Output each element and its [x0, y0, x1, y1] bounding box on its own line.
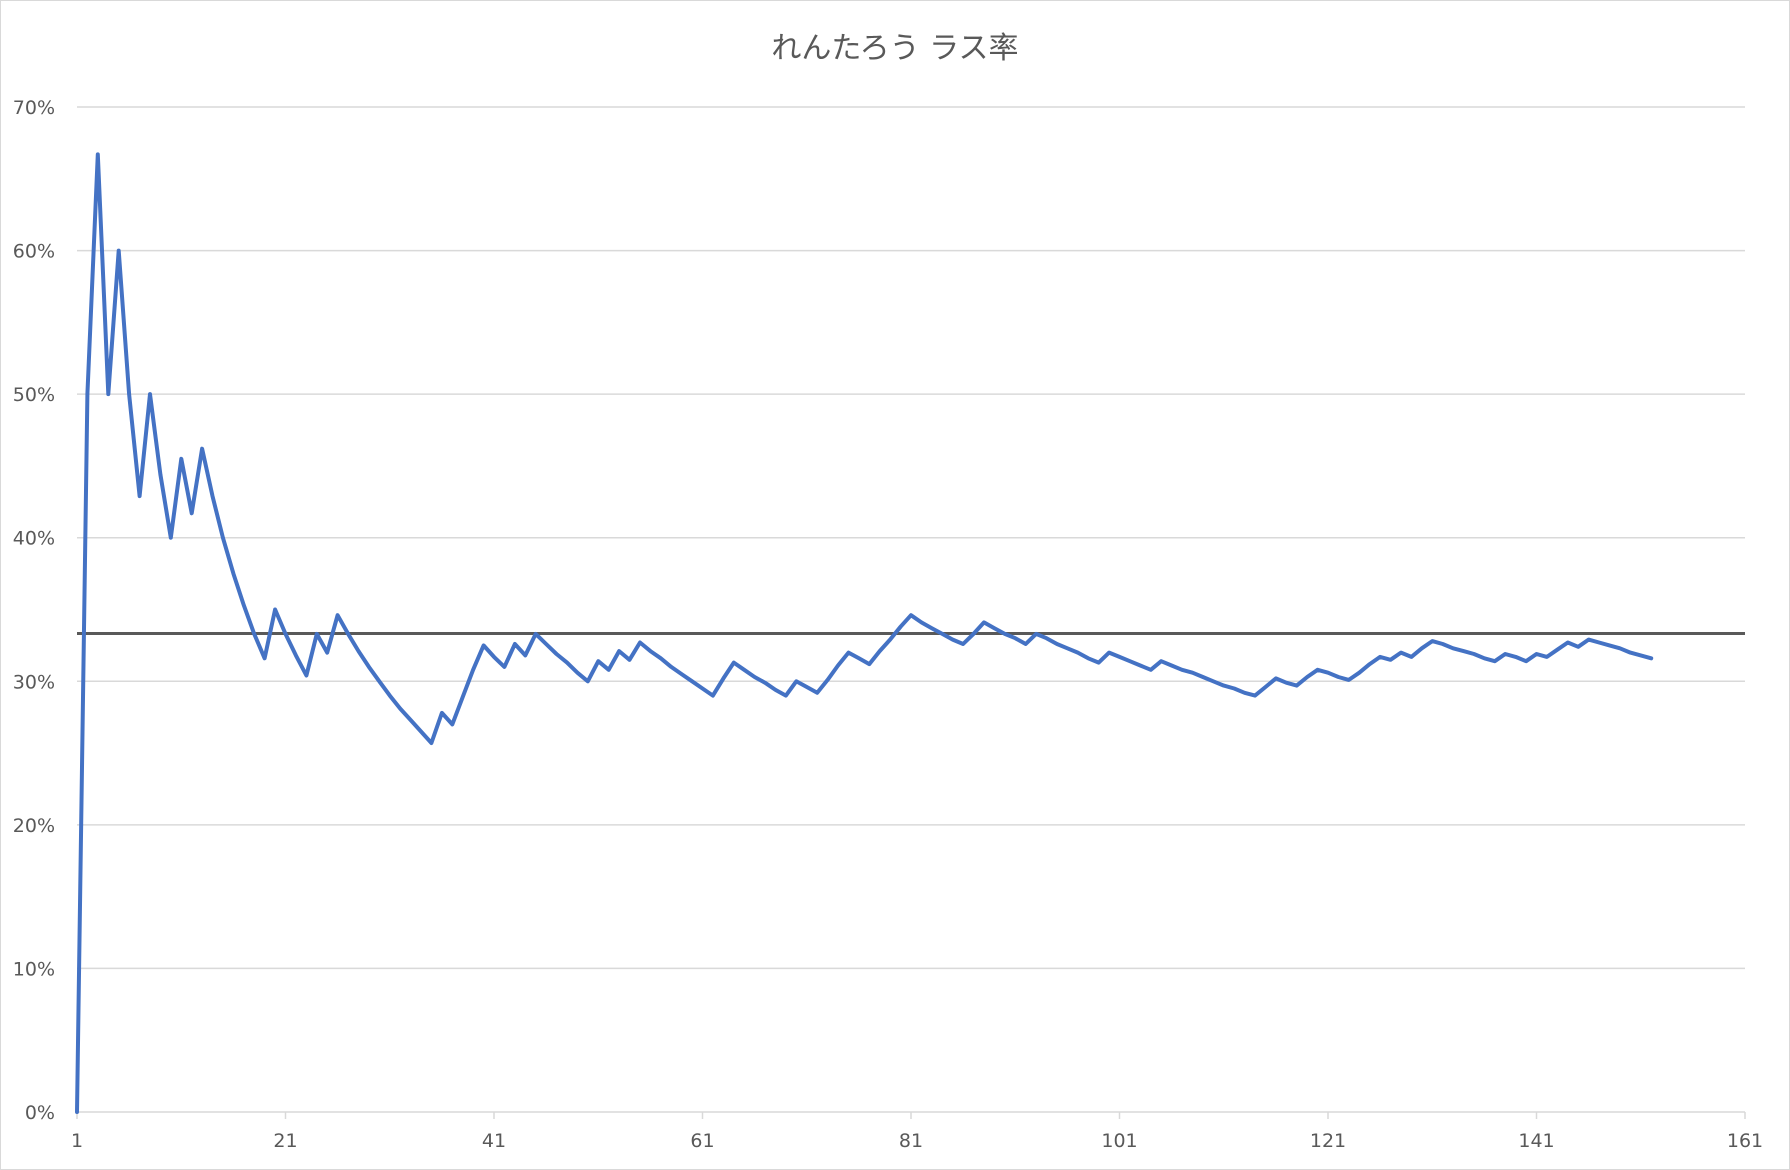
y-axis-tick-labels: 0% 10% 20% 30% 40% 50% 60% 70%: [13, 97, 55, 1124]
y-tick-label: 10%: [13, 958, 55, 980]
x-tick-label: 21: [273, 1130, 297, 1152]
x-axis: [76, 1111, 1746, 1119]
y-tick-label: 0%: [25, 1102, 55, 1124]
series-line: [75, 152, 1654, 1114]
chart-title: れんたろう ラス率: [771, 31, 1018, 66]
series-group: [75, 152, 1654, 1114]
x-tick-label: 1: [71, 1130, 83, 1152]
x-tick-label: 141: [1518, 1130, 1554, 1152]
y-tick-label: 20%: [13, 815, 55, 837]
x-tick-label: 81: [899, 1130, 923, 1152]
y-tick-label: 70%: [13, 97, 55, 119]
y-tick-label: 30%: [13, 671, 55, 693]
x-tick-label: 41: [482, 1130, 506, 1152]
x-tick-label: 101: [1101, 1130, 1137, 1152]
x-axis-tick-labels: 1 21 41 61 81 101 121 141 161: [71, 1130, 1763, 1152]
x-tick-label: 161: [1727, 1130, 1763, 1152]
y-tick-label: 40%: [13, 528, 55, 550]
x-tick-label: 61: [690, 1130, 714, 1152]
gridlines: [77, 106, 1745, 970]
y-tick-label: 50%: [13, 384, 55, 406]
x-tick-label: 121: [1310, 1130, 1346, 1152]
y-tick-label: 60%: [13, 241, 55, 263]
